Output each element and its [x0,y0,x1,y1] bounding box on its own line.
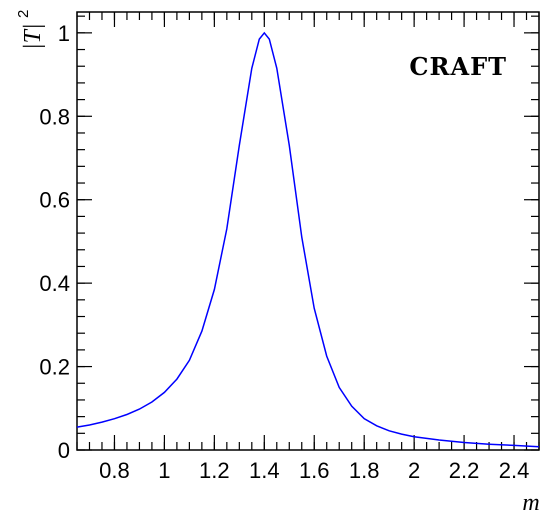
x-tick-label: 0.8 [99,458,130,483]
y-tick-label: 0 [58,438,70,463]
y-tick-label: 0.8 [39,104,70,129]
ticks [76,12,540,451]
y-tick-label: 0.2 [39,355,70,380]
y-tick-label: 1 [58,21,70,46]
x-tick-label: 1.6 [299,458,330,483]
x-tick-label: 1.2 [199,458,230,483]
tick-labels: 0.8 1 1.2 1.4 1.6 1.8 2 2.2 2.4 0 0.2 0.4 0.6 0.8 1 [39,21,529,483]
svg-text:2: 2 [15,10,32,18]
x-tick-label: 1 [158,458,170,483]
y-axis-title: |T| 2 [15,10,46,50]
x-tick-label: 2 [408,458,420,483]
plot-frame [76,11,540,451]
x-tick-label: 2.4 [499,458,530,483]
svg-text:|T|: |T| [20,23,46,50]
x-tick-label: 1.8 [349,458,380,483]
series-line [76,31,540,448]
x-tick-label: 2.2 [449,458,480,483]
x-tick-label: 1.4 [249,458,280,483]
y-tick-label: 0.6 [39,188,70,213]
annotation-label: CRAFT [409,52,507,81]
y-tick-label: 0.4 [39,271,70,296]
x-axis-title: m [522,490,539,516]
